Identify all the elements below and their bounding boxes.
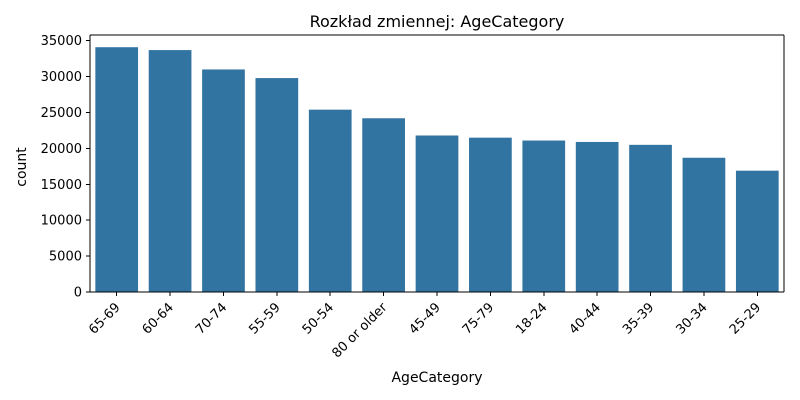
x-tick-label: 40-44 [567,300,604,337]
bar-60-64 [148,50,192,292]
bar-65-69 [95,47,139,293]
bar-45-49 [415,135,459,292]
x-tick-label: 65-69 [86,300,123,337]
x-tick-label: 50-54 [300,300,337,337]
bar-80-or-older [362,118,405,293]
x-tick-label: 18-24 [513,300,550,337]
y-tick-label: 35000 [41,34,82,49]
x-tick-label: 45-49 [407,300,444,337]
bar-70-74 [202,69,245,293]
chart-title: Rozkład zmiennej: AgeCategory [310,12,565,31]
y-tick-label: 20000 [41,142,82,157]
bar-35-39 [629,144,672,292]
y-axis-label: count [14,147,30,187]
y-tick-label: 5000 [49,250,82,265]
bar-30-34 [682,157,726,292]
x-tick-label: 30-34 [673,300,710,337]
x-tick-label: 25-29 [727,300,764,337]
x-tick-label: 35-39 [620,300,657,337]
y-tick-label: 0 [74,286,82,301]
x-tick-label: 70-74 [193,300,230,337]
x-tick-label: 60-64 [140,300,177,337]
bar-50-54 [308,109,352,292]
x-tick-label: 75-79 [460,300,497,337]
bar-40-44 [575,141,619,292]
bar-25-29 [735,170,779,292]
x-axis-label: AgeCategory [391,370,482,386]
bar-55-59 [255,78,299,292]
x-tick-label: 80 or older [329,300,390,361]
y-tick-label: 30000 [41,70,82,85]
plot-area: 0 5000 10000 15000 20000 25000 30000 35000 65-69… [41,34,785,361]
bar-75-79 [469,137,512,292]
y-tick-label: 25000 [41,106,82,121]
y-tick-label: 15000 [41,178,82,193]
y-tick-label: 10000 [41,214,82,229]
x-tick-label: 55-59 [246,300,283,337]
bar-18-24 [522,140,566,292]
